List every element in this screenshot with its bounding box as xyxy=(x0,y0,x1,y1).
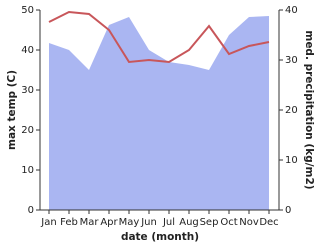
y-tick-label: 0 xyxy=(28,205,34,216)
x-axis-label: date (month) xyxy=(121,231,199,243)
y2-tick-label: 10 xyxy=(285,155,298,166)
x-tick-label: Aug xyxy=(179,217,199,228)
y2-tick-label: 0 xyxy=(285,205,291,216)
y-tick-label: 50 xyxy=(21,5,34,16)
temperature-line xyxy=(48,10,270,64)
x-tick-label: May xyxy=(119,217,140,228)
y2-tick-label: 20 xyxy=(285,105,298,116)
y-tick-label: 30 xyxy=(21,85,34,96)
x-tick-label: Oct xyxy=(220,217,237,228)
y-tick-label: 40 xyxy=(21,45,34,56)
precipitation-area xyxy=(49,16,269,210)
y-axis-label: max temp (C) xyxy=(6,70,18,150)
x-tick-label: Nov xyxy=(239,217,259,228)
x-tick-label: Mar xyxy=(80,217,100,228)
x-tick-label: Jun xyxy=(140,217,157,228)
x-tick-label: Jan xyxy=(40,217,56,228)
y-tick-label: 10 xyxy=(21,165,34,176)
y2-tick-label: 40 xyxy=(285,5,298,16)
x-tick-label: Feb xyxy=(60,217,78,228)
x-tick-label: Dec xyxy=(259,217,278,228)
y-tick-label: 20 xyxy=(21,125,34,136)
x-tick-label: Apr xyxy=(100,217,118,228)
x-tick-label: Jul xyxy=(162,217,175,228)
x-tick-label: Sep xyxy=(200,217,219,228)
y2-tick-label: 30 xyxy=(285,55,298,66)
y2-axis-label: med. precipitation (kg/m2) xyxy=(303,30,315,189)
